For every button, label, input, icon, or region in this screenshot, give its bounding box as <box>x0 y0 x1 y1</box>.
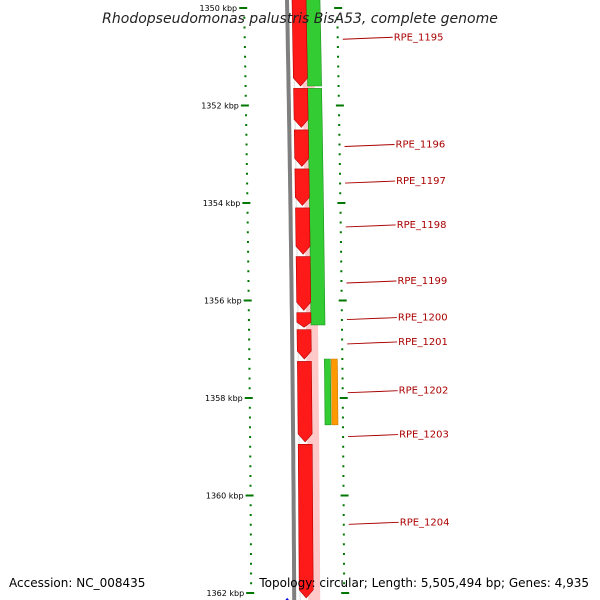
forward-gene-arrow <box>291 0 308 87</box>
gene-leader-line <box>342 36 393 40</box>
gene-label: RPE_1203 <box>399 430 449 441</box>
tick-label: 1350 kbp <box>199 4 237 13</box>
gene-label: RPE_1197 <box>396 176 446 187</box>
forward-feature-layer <box>291 0 314 599</box>
gene-leader-line <box>348 521 399 525</box>
gene-leader-line <box>344 144 395 147</box>
tick-label: 1362 kbp <box>206 589 244 598</box>
gene-leader-line <box>346 317 397 321</box>
marker-layer <box>285 597 289 600</box>
tick-label: 1354 kbp <box>203 199 241 208</box>
tick-label: 1352 kbp <box>201 102 239 111</box>
gene-leader-line <box>347 341 398 345</box>
gene-leader-line <box>345 224 396 228</box>
forward-gene-arrow <box>293 88 309 128</box>
forward-gene-arrow <box>297 361 313 443</box>
gene-label: RPE_1204 <box>400 517 450 528</box>
tick-label: 1358 kbp <box>205 394 243 403</box>
reverse-feature-layer <box>305 0 339 426</box>
reverse-cds-feature <box>323 358 332 426</box>
topology-text: Topology: circular; Length: 5,505,494 bp… <box>258 576 589 590</box>
gene-leader-line <box>347 390 398 394</box>
position-marker-icon <box>285 597 289 600</box>
tick-label: 1360 kbp <box>206 492 244 501</box>
forward-gene-arrow <box>296 312 312 328</box>
gene-label: RPE_1196 <box>396 140 446 151</box>
gene-label: RPE_1201 <box>398 337 448 348</box>
accession-text: Accession: NC_008435 <box>9 576 145 590</box>
gene-leader-line <box>348 434 399 438</box>
gene-label: RPE_1198 <box>397 220 447 231</box>
tick-layer: 1350 kbp 1352 kbp 1354 kbp 1356 kbp 1358 kbp… <box>199 4 350 598</box>
gene-label: RPE_1202 <box>399 386 449 397</box>
forward-gene-arrow <box>294 168 310 206</box>
gene-label: RPE_1195 <box>394 32 444 43</box>
gene-label: RPE_1199 <box>397 276 447 287</box>
map-title: Rhodopseudomonas palustris BisA53, compl… <box>102 11 498 27</box>
gene-label-layer: RPE_1195 RPE_1196 RPE_1197 RPE_1198 RPE_1199… <box>342 32 450 528</box>
gene-leader-line <box>346 280 397 284</box>
tick-label: 1356 kbp <box>204 297 242 306</box>
forward-gene-arrow <box>295 256 312 311</box>
forward-gene-arrow <box>296 329 312 360</box>
gene-leader-line <box>345 180 396 184</box>
forward-gene-arrow <box>295 207 311 255</box>
rna-feature <box>330 358 339 426</box>
forward-gene-arrow <box>293 129 310 167</box>
backbone-strand-outer <box>284 0 297 600</box>
gene-label: RPE_1200 <box>398 313 448 324</box>
forward-gene-arrow <box>297 443 314 599</box>
